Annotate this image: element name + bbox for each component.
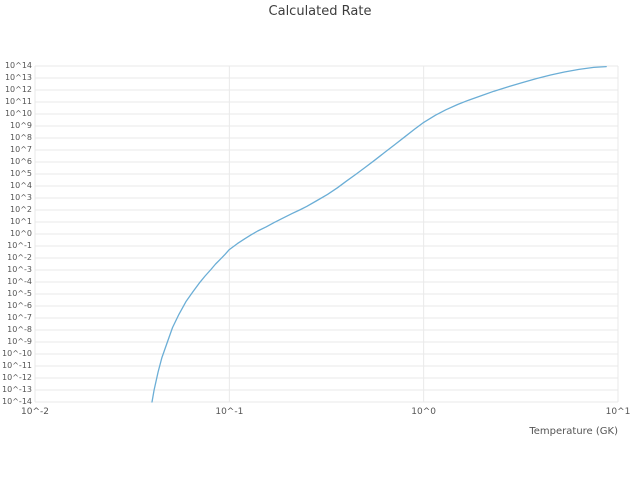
y-tick-label: 10^12 <box>4 85 32 94</box>
y-tick-label: 10^2 <box>10 205 32 214</box>
x-axis-label: Temperature (GK) <box>529 426 618 437</box>
y-tick-label: 10^-10 <box>2 349 32 358</box>
rate-curve <box>151 65 607 403</box>
y-tick-label: 10^-3 <box>7 265 32 274</box>
x-tick-label: 10^-2 <box>21 407 49 417</box>
chart-title: Calculated Rate <box>268 4 372 19</box>
y-tick-label: 10^-9 <box>7 337 32 346</box>
y-tick-label: 10^7 <box>10 145 32 154</box>
x-tick-label: 10^1 <box>605 407 631 417</box>
y-tick-label: 10^-2 <box>7 253 32 262</box>
y-tick-label: 10^-5 <box>7 289 32 298</box>
y-tick-label: 10^-12 <box>2 373 32 382</box>
y-tick-label: 10^4 <box>10 181 32 190</box>
y-tick-label: 10^9 <box>10 121 32 130</box>
y-tick-label: 10^5 <box>10 169 32 178</box>
y-tick-label: 10^8 <box>10 133 32 142</box>
y-tick-label: 10^-8 <box>7 325 32 334</box>
y-tick-label: 10^-13 <box>2 385 32 394</box>
x-tick-label: 10^0 <box>411 407 437 417</box>
y-tick-label: 10^11 <box>4 97 32 106</box>
y-tick-label: 10^-7 <box>7 313 32 322</box>
y-tick-label: 10^-11 <box>2 361 32 370</box>
y-tick-label: 10^14 <box>4 61 32 70</box>
y-tick-label: 10^13 <box>4 73 32 82</box>
y-tick-label: 10^6 <box>10 157 32 166</box>
y-tick-label: 10^-14 <box>2 397 32 406</box>
x-tick-label: 10^-1 <box>215 407 244 417</box>
y-tick-label: 10^10 <box>4 109 32 118</box>
y-tick-label: 10^3 <box>10 193 32 202</box>
y-tick-label: 10^-4 <box>7 277 32 286</box>
y-tick-label: 10^-1 <box>7 241 32 250</box>
y-tick-label: 10^0 <box>10 229 32 238</box>
y-tick-label: 10^1 <box>10 217 32 226</box>
y-tick-label: 10^-6 <box>7 301 32 310</box>
